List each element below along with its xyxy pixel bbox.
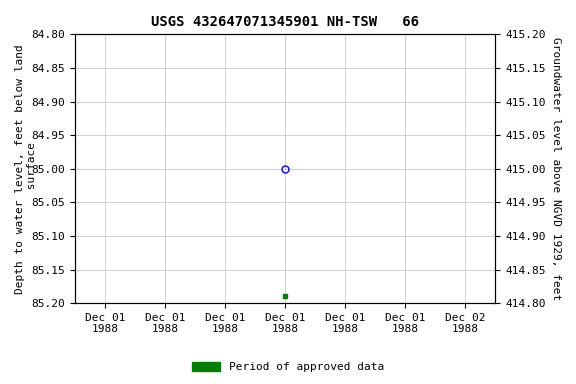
Legend: Period of approved data: Period of approved data [188,357,388,377]
Y-axis label: Depth to water level, feet below land
 surface: Depth to water level, feet below land su… [15,44,37,294]
Title: USGS 432647071345901 NH-TSW   66: USGS 432647071345901 NH-TSW 66 [151,15,419,29]
Y-axis label: Groundwater level above NGVD 1929, feet: Groundwater level above NGVD 1929, feet [551,37,561,300]
